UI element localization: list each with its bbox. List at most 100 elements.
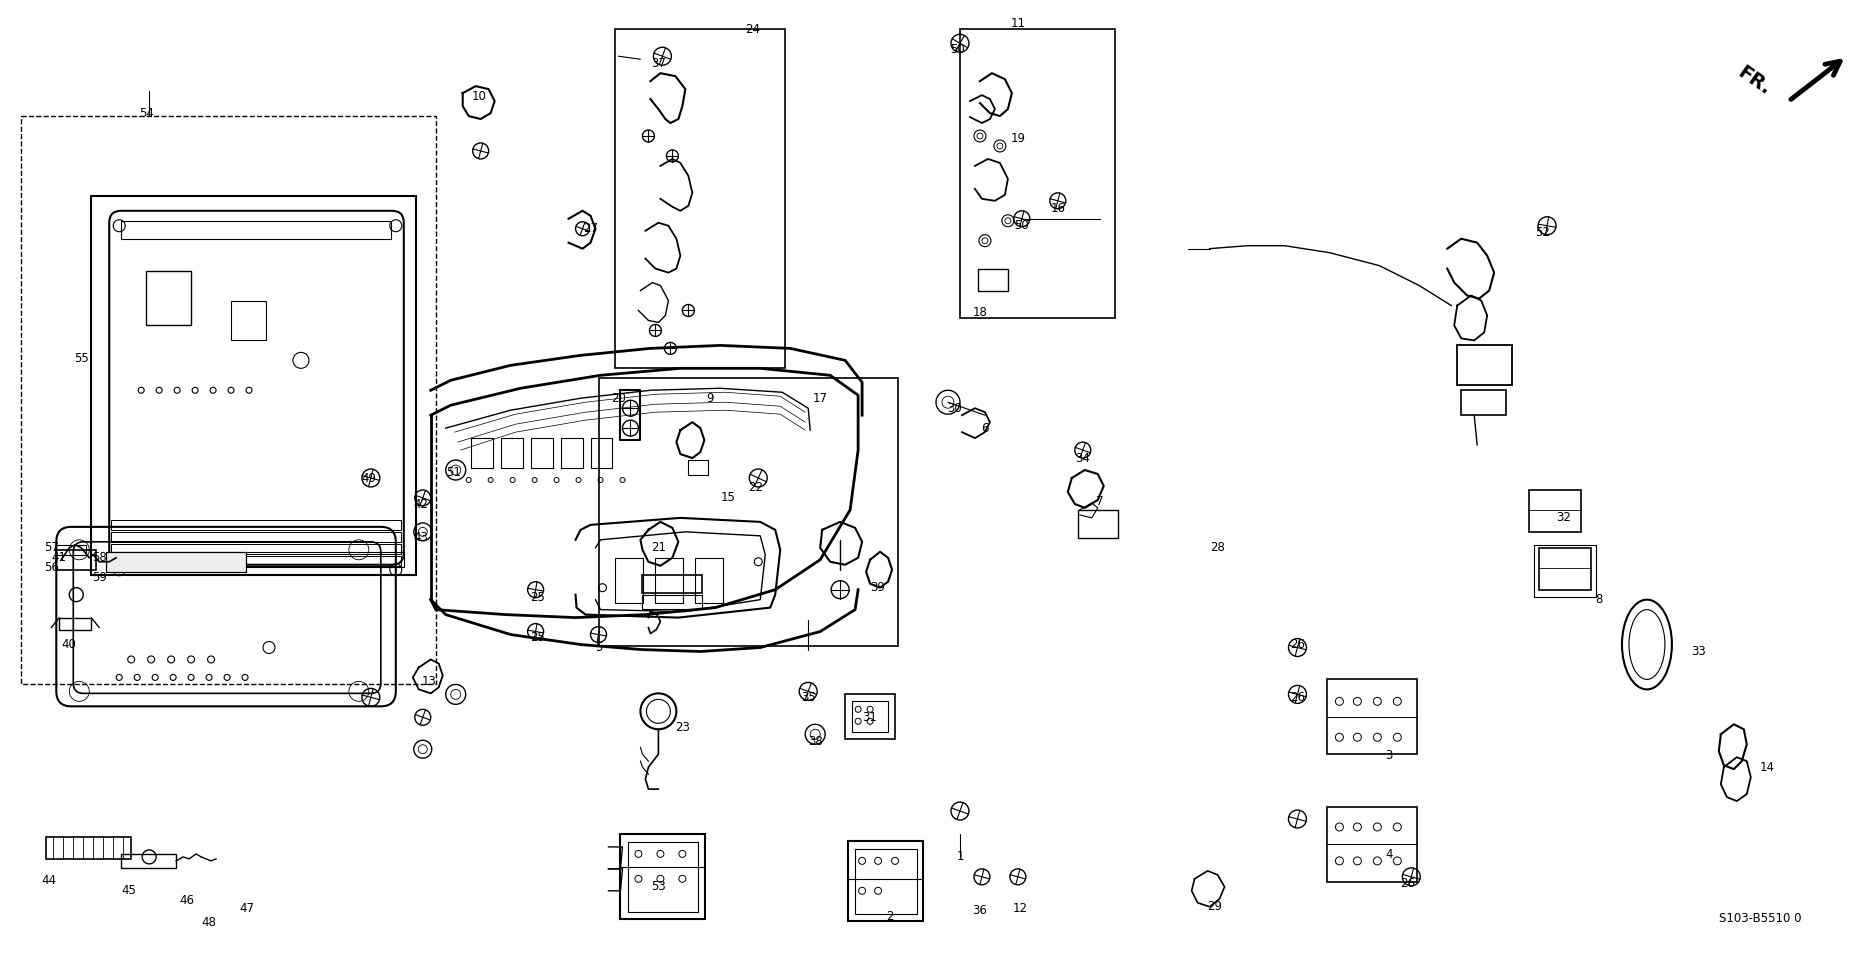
Bar <box>107 552 245 571</box>
Text: 36: 36 <box>972 904 987 917</box>
Text: 24: 24 <box>745 23 760 35</box>
Text: 58: 58 <box>92 551 107 565</box>
Bar <box>92 196 416 575</box>
Text: 38: 38 <box>809 735 822 747</box>
Text: S103-B5510 0: S103-B5510 0 <box>1718 912 1801 925</box>
Bar <box>844 695 895 739</box>
Text: 15: 15 <box>721 492 736 504</box>
Bar <box>122 854 176 868</box>
Text: 47: 47 <box>240 902 255 915</box>
Text: 27: 27 <box>582 222 597 235</box>
Bar <box>1529 490 1582 532</box>
Bar <box>1539 547 1591 590</box>
Bar <box>109 552 404 567</box>
Text: 43: 43 <box>414 531 429 545</box>
Text: 9: 9 <box>706 391 713 405</box>
Text: 3: 3 <box>1385 748 1393 762</box>
Text: 56: 56 <box>43 561 58 574</box>
Text: 10: 10 <box>472 90 487 102</box>
Text: 50: 50 <box>1015 219 1030 233</box>
Text: 41: 41 <box>52 551 67 565</box>
Text: 18: 18 <box>972 306 987 319</box>
Text: 17: 17 <box>812 391 827 405</box>
Bar <box>616 30 784 368</box>
Text: 22: 22 <box>747 481 762 495</box>
Text: 19: 19 <box>1011 132 1026 145</box>
Text: 2: 2 <box>885 910 893 924</box>
Text: 16: 16 <box>1050 202 1065 215</box>
Text: 37: 37 <box>651 56 666 70</box>
Text: 12: 12 <box>1013 902 1028 915</box>
Bar <box>470 438 492 468</box>
Bar <box>695 558 723 603</box>
Bar <box>107 552 245 571</box>
Text: 55: 55 <box>73 352 88 365</box>
Text: 53: 53 <box>651 880 666 893</box>
Text: 34: 34 <box>1075 452 1090 464</box>
Text: 45: 45 <box>122 884 137 898</box>
Text: 50: 50 <box>951 43 966 56</box>
Text: 28: 28 <box>1209 542 1224 554</box>
Bar <box>530 438 552 468</box>
Bar <box>599 378 899 646</box>
Bar <box>500 438 522 468</box>
Text: 35: 35 <box>801 691 816 703</box>
Text: 46: 46 <box>180 894 195 907</box>
Bar <box>1535 545 1597 596</box>
Text: 42: 42 <box>414 499 429 511</box>
Text: 29: 29 <box>1207 901 1222 913</box>
Text: 26: 26 <box>1290 691 1305 703</box>
Text: 5: 5 <box>595 641 603 654</box>
Bar <box>1078 510 1118 538</box>
Bar <box>60 617 92 630</box>
Bar <box>655 558 683 603</box>
Bar <box>110 544 401 554</box>
Bar <box>146 271 191 325</box>
Text: FR.: FR. <box>1733 63 1775 100</box>
Bar <box>960 30 1114 319</box>
Text: 26: 26 <box>1400 878 1415 890</box>
Text: 49: 49 <box>361 472 376 484</box>
Bar <box>56 549 95 569</box>
Text: 51: 51 <box>446 465 461 478</box>
Text: 52: 52 <box>1535 226 1550 239</box>
Bar <box>110 556 401 566</box>
Bar <box>56 545 86 555</box>
Text: 40: 40 <box>62 638 77 651</box>
Bar <box>689 460 708 475</box>
Text: 32: 32 <box>1558 511 1571 524</box>
Text: 44: 44 <box>41 875 56 887</box>
Text: 14: 14 <box>1760 761 1775 773</box>
Text: 48: 48 <box>202 916 217 929</box>
Bar <box>47 837 131 858</box>
Bar <box>21 116 436 684</box>
Bar <box>977 269 1007 291</box>
Text: 20: 20 <box>610 391 625 405</box>
Text: 25: 25 <box>530 591 545 604</box>
Bar <box>852 701 887 732</box>
Bar <box>620 834 706 919</box>
Text: 31: 31 <box>863 711 878 723</box>
Text: 4: 4 <box>1385 849 1393 861</box>
Bar <box>642 594 702 609</box>
Text: 13: 13 <box>421 675 436 688</box>
Bar <box>1327 679 1417 754</box>
Bar <box>629 842 698 912</box>
Text: 33: 33 <box>1692 645 1705 658</box>
Text: 39: 39 <box>870 581 885 594</box>
Text: 21: 21 <box>651 542 666 554</box>
Bar <box>616 558 644 603</box>
Bar <box>1462 390 1507 415</box>
Text: 30: 30 <box>947 402 962 414</box>
Bar <box>848 841 923 921</box>
Text: 54: 54 <box>139 106 154 120</box>
Text: 25: 25 <box>530 631 545 644</box>
Bar <box>590 438 612 468</box>
Bar <box>560 438 582 468</box>
Text: 8: 8 <box>1595 593 1602 606</box>
Bar <box>856 849 917 914</box>
Text: 26: 26 <box>1290 638 1305 651</box>
Bar <box>122 221 391 238</box>
Text: 7: 7 <box>1095 496 1103 508</box>
Bar <box>110 532 401 542</box>
